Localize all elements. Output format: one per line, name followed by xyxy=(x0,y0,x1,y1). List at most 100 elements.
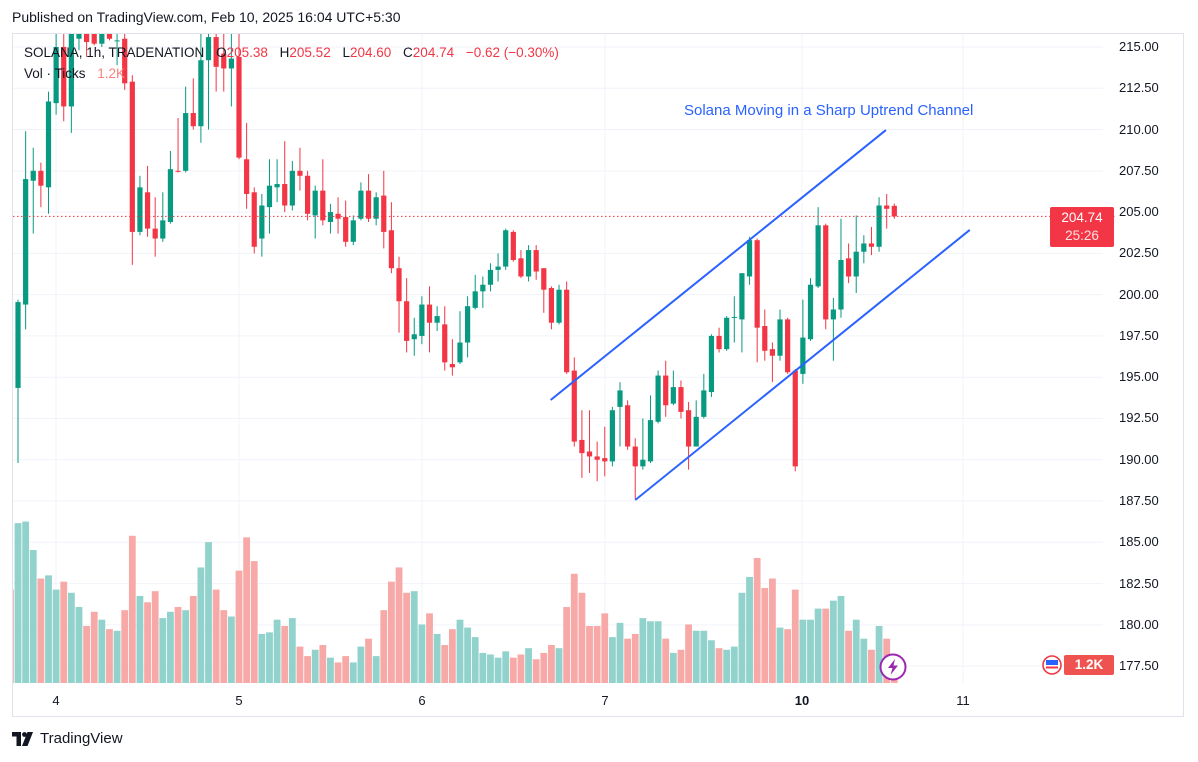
candle-body xyxy=(830,309,836,320)
upper-channel-line[interactable] xyxy=(550,129,887,401)
candle-body xyxy=(533,250,539,272)
candle xyxy=(358,182,364,221)
volume-bar xyxy=(349,662,357,683)
candle xyxy=(434,306,440,331)
candle xyxy=(205,34,212,130)
candle-body xyxy=(777,319,783,356)
volume-bar xyxy=(227,616,235,683)
candle-body xyxy=(244,159,250,194)
volume-label[interactable]: Vol · Ticks xyxy=(24,66,86,81)
volume-bar xyxy=(578,592,586,683)
volume-bar xyxy=(106,629,113,683)
volume-bar xyxy=(685,624,692,683)
candle xyxy=(739,273,745,353)
candle-body xyxy=(785,319,791,373)
lower-channel-line[interactable] xyxy=(634,229,971,501)
candle-body xyxy=(442,324,448,363)
volume-bar xyxy=(502,651,510,683)
candle-body xyxy=(853,251,859,277)
candle xyxy=(769,342,775,383)
time-tick-label: 7 xyxy=(601,693,609,708)
volume-legend: Vol · Ticks 1.2K xyxy=(24,66,125,81)
candle-body xyxy=(876,205,882,247)
candle-body xyxy=(693,416,699,447)
candle-body xyxy=(137,187,143,232)
volume-bar xyxy=(365,638,372,683)
candle xyxy=(823,223,829,330)
candle-body xyxy=(807,284,814,340)
candle xyxy=(404,278,410,353)
candle xyxy=(289,160,295,211)
candle-body xyxy=(465,306,471,343)
price-tick-label: 182.50 xyxy=(1119,575,1159,591)
candle-body xyxy=(198,60,204,127)
candle-body xyxy=(609,410,615,462)
volume-bar xyxy=(357,646,365,683)
candle-body xyxy=(663,375,669,406)
candle xyxy=(465,296,471,358)
candle-body xyxy=(327,212,334,223)
candle xyxy=(259,193,265,257)
candle-body xyxy=(358,190,364,219)
candle-body xyxy=(419,304,425,336)
candle xyxy=(579,410,585,478)
symbol-label[interactable]: SOLANA, 1h, TRADENATION xyxy=(24,45,205,60)
candle-body xyxy=(45,101,52,188)
lightning-icon[interactable] xyxy=(878,652,908,682)
candle xyxy=(213,34,219,92)
volume-bar xyxy=(273,619,281,683)
candle-body xyxy=(625,405,631,447)
time-tick-label: 6 xyxy=(418,693,426,708)
candle xyxy=(861,235,867,264)
volume-bar xyxy=(167,611,174,683)
price-tick-label: 190.00 xyxy=(1119,451,1159,467)
volume-bar xyxy=(113,630,121,683)
candle xyxy=(830,297,836,361)
volume-bar xyxy=(235,570,243,683)
candle-body xyxy=(99,34,105,44)
volume-bar xyxy=(814,608,822,683)
volume-bar xyxy=(654,621,662,683)
candle-body xyxy=(487,269,494,285)
candle-body xyxy=(274,184,280,188)
volume-bar xyxy=(639,618,647,683)
candle xyxy=(76,34,82,51)
candle xyxy=(647,395,654,464)
candle-body xyxy=(190,113,196,127)
chart-annotation[interactable]: Solana Moving in a Sharp Uptrend Channel xyxy=(684,102,974,119)
volume-bar xyxy=(426,613,433,683)
volume-bar xyxy=(212,589,220,683)
candle-body xyxy=(564,289,570,373)
candle xyxy=(480,276,486,308)
candle-body xyxy=(472,291,478,308)
candle-body xyxy=(312,190,318,216)
candle-body xyxy=(678,387,684,412)
candle xyxy=(335,197,341,234)
candle-body xyxy=(297,170,303,176)
footer-brand[interactable]: TradingView xyxy=(12,730,123,747)
price-tick-label: 177.50 xyxy=(1119,658,1159,674)
trendlines[interactable] xyxy=(550,129,971,501)
volume-bar xyxy=(677,649,685,683)
candle-body xyxy=(8,377,13,388)
volume-bar xyxy=(288,618,296,683)
candle xyxy=(533,245,539,280)
candle-body xyxy=(632,446,638,467)
candle xyxy=(61,34,67,122)
volume-bar xyxy=(509,657,517,683)
volume-bar xyxy=(29,550,37,683)
candle xyxy=(91,34,97,46)
candle-body xyxy=(724,317,730,350)
candle xyxy=(754,238,760,363)
candle xyxy=(312,185,318,239)
volume-bar xyxy=(159,618,167,683)
grid xyxy=(13,34,1103,683)
candle xyxy=(457,311,463,364)
volume-bar xyxy=(319,645,327,683)
candle-body xyxy=(350,220,356,242)
candle-body xyxy=(23,179,29,305)
volume-bar xyxy=(342,656,350,683)
volume-bar xyxy=(669,652,677,683)
candle-body xyxy=(343,217,349,242)
